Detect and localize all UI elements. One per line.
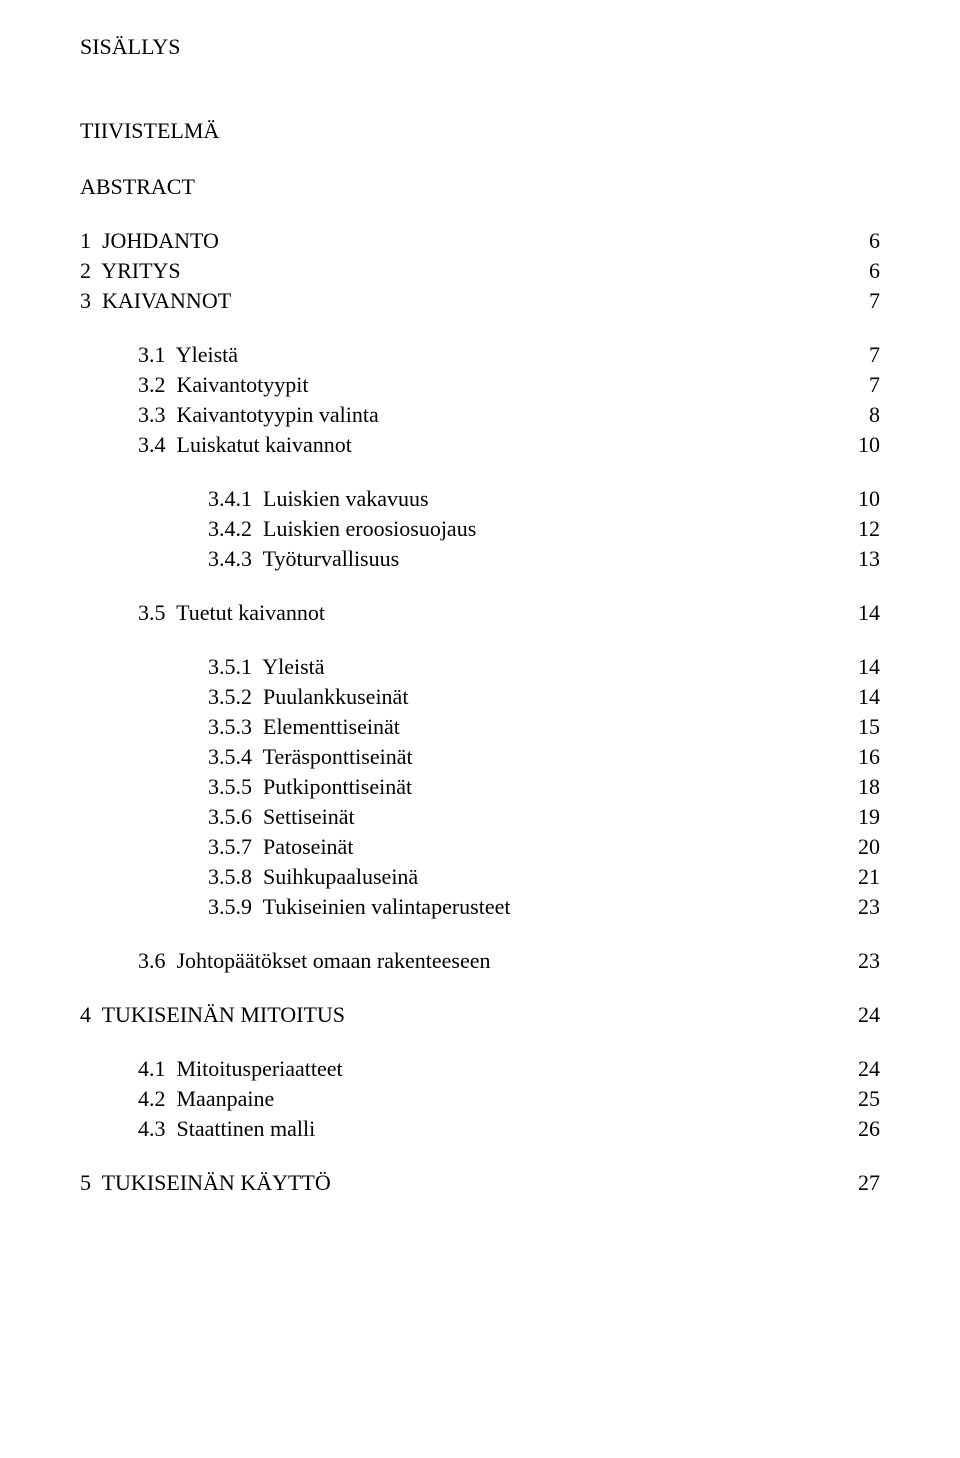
toc-subsubentry: 3.5.3 Elementtiseinät 15 bbox=[80, 716, 880, 738]
toc-subsubentry: 3.5.8 Suihkupaaluseinä 21 bbox=[80, 866, 880, 888]
toc-label: 3.5.3 Elementtiseinät bbox=[208, 716, 400, 738]
subheading-2: ABSTRACT bbox=[80, 174, 880, 200]
toc-entry: 3 KAIVANNOT 7 bbox=[80, 290, 880, 312]
toc-label: 3.5.8 Suihkupaaluseinä bbox=[208, 866, 418, 888]
toc-page: 14 bbox=[850, 656, 880, 678]
toc-label: 3.4.3 Työturvallisuus bbox=[208, 548, 399, 570]
toc-label: 3.5.1 Yleistä bbox=[208, 656, 325, 678]
toc-subentry: 4.3 Staattinen malli 26 bbox=[80, 1118, 880, 1140]
toc-page: 18 bbox=[850, 776, 880, 798]
toc-page: 14 bbox=[850, 686, 880, 708]
toc-subsubentry: 3.5.9 Tukiseinien valintaperusteet 23 bbox=[80, 896, 880, 918]
toc-subsubentry: 3.5.1 Yleistä 14 bbox=[80, 656, 880, 678]
toc-page: 21 bbox=[850, 866, 880, 888]
toc-subentry: 3.4 Luiskatut kaivannot 10 bbox=[80, 434, 880, 456]
toc-label: 3.3 Kaivantotyypin valinta bbox=[138, 404, 379, 426]
toc-page: 6 bbox=[850, 260, 880, 282]
toc-label: 4.2 Maanpaine bbox=[138, 1088, 274, 1110]
toc-subentry: 3.1 Yleistä 7 bbox=[80, 344, 880, 366]
toc-label: 4 TUKISEINÄN MITOITUS bbox=[80, 1004, 345, 1026]
toc-entry: 1 JOHDANTO 6 bbox=[80, 230, 880, 252]
toc-page: 14 bbox=[850, 602, 880, 624]
toc-label: 3.4 Luiskatut kaivannot bbox=[138, 434, 352, 456]
toc-subentry: 3.6 Johtopäätökset omaan rakenteeseen 23 bbox=[80, 950, 880, 972]
toc-label: 3.5.2 Puulankkuseinät bbox=[208, 686, 408, 708]
toc-label: 3.4.2 Luiskien eroosiosuojaus bbox=[208, 518, 476, 540]
toc-label: 3.5.6 Settiseinät bbox=[208, 806, 355, 828]
toc-label: 3.5.5 Putkiponttiseinät bbox=[208, 776, 412, 798]
toc-label: 1 JOHDANTO bbox=[80, 230, 219, 252]
toc-subsubentry: 3.5.4 Teräsponttiseinät 16 bbox=[80, 746, 880, 768]
toc-label: 4.1 Mitoitusperiaatteet bbox=[138, 1058, 343, 1080]
toc-label: 3.5.4 Teräsponttiseinät bbox=[208, 746, 413, 768]
toc-subsubentry: 3.4.1 Luiskien vakavuus 10 bbox=[80, 488, 880, 510]
toc-page: 15 bbox=[850, 716, 880, 738]
toc-subsubentry: 3.5.5 Putkiponttiseinät 18 bbox=[80, 776, 880, 798]
toc-page: 26 bbox=[850, 1118, 880, 1140]
toc-page: 6 bbox=[850, 230, 880, 252]
toc-subentry: 4.1 Mitoitusperiaatteet 24 bbox=[80, 1058, 880, 1080]
toc-label: 5 TUKISEINÄN KÄYTTÖ bbox=[80, 1172, 331, 1194]
toc-subentry: 3.3 Kaivantotyypin valinta 8 bbox=[80, 404, 880, 426]
toc-subentry: 4.2 Maanpaine 25 bbox=[80, 1088, 880, 1110]
toc-page: 24 bbox=[850, 1004, 880, 1026]
toc-page: 19 bbox=[850, 806, 880, 828]
toc-page: 10 bbox=[850, 488, 880, 510]
toc-page: 25 bbox=[850, 1088, 880, 1110]
toc-subsubentry: 3.4.3 Työturvallisuus 13 bbox=[80, 548, 880, 570]
toc-page: 12 bbox=[850, 518, 880, 540]
toc-entry: 4 TUKISEINÄN MITOITUS 24 bbox=[80, 1004, 880, 1026]
toc-page: 7 bbox=[850, 344, 880, 366]
toc-page: 7 bbox=[850, 374, 880, 396]
toc-page: 8 bbox=[850, 404, 880, 426]
toc-label: 3.2 Kaivantotyypit bbox=[138, 374, 308, 396]
toc-page: 27 bbox=[850, 1172, 880, 1194]
toc-page: 20 bbox=[850, 836, 880, 858]
toc-page: 23 bbox=[850, 896, 880, 918]
toc-entry: 2 YRITYS 6 bbox=[80, 260, 880, 282]
toc-page: 10 bbox=[850, 434, 880, 456]
toc-label: 3.1 Yleistä bbox=[138, 344, 238, 366]
toc-label: 3.6 Johtopäätökset omaan rakenteeseen bbox=[138, 950, 490, 972]
toc-page: 23 bbox=[850, 950, 880, 972]
toc-page: 16 bbox=[850, 746, 880, 768]
toc-subsubentry: 3.5.6 Settiseinät 19 bbox=[80, 806, 880, 828]
toc-page: 24 bbox=[850, 1058, 880, 1080]
toc-label: 3.4.1 Luiskien vakavuus bbox=[208, 488, 429, 510]
toc-label: 3.5 Tuetut kaivannot bbox=[138, 602, 325, 624]
toc-subentry: 3.2 Kaivantotyypit 7 bbox=[80, 374, 880, 396]
toc-subsubentry: 3.4.2 Luiskien eroosiosuojaus 12 bbox=[80, 518, 880, 540]
toc-label: 4.3 Staattinen malli bbox=[138, 1118, 315, 1140]
toc-page: 7 bbox=[850, 290, 880, 312]
toc-entry: 5 TUKISEINÄN KÄYTTÖ 27 bbox=[80, 1172, 880, 1194]
toc-page: 13 bbox=[850, 548, 880, 570]
toc-subentry: 3.5 Tuetut kaivannot 14 bbox=[80, 602, 880, 624]
toc-subsubentry: 3.5.7 Patoseinät 20 bbox=[80, 836, 880, 858]
toc-label: 3.5.9 Tukiseinien valintaperusteet bbox=[208, 896, 510, 918]
subheading-1: TIIVISTELMÄ bbox=[80, 118, 880, 144]
toc-label: 2 YRITYS bbox=[80, 260, 181, 282]
toc-label: 3.5.7 Patoseinät bbox=[208, 836, 353, 858]
toc-label: 3 KAIVANNOT bbox=[80, 290, 231, 312]
document-page: SISÄLLYS TIIVISTELMÄ ABSTRACT 1 JOHDANTO… bbox=[0, 0, 960, 1458]
toc-subsubentry: 3.5.2 Puulankkuseinät 14 bbox=[80, 686, 880, 708]
page-title: SISÄLLYS bbox=[80, 34, 880, 60]
